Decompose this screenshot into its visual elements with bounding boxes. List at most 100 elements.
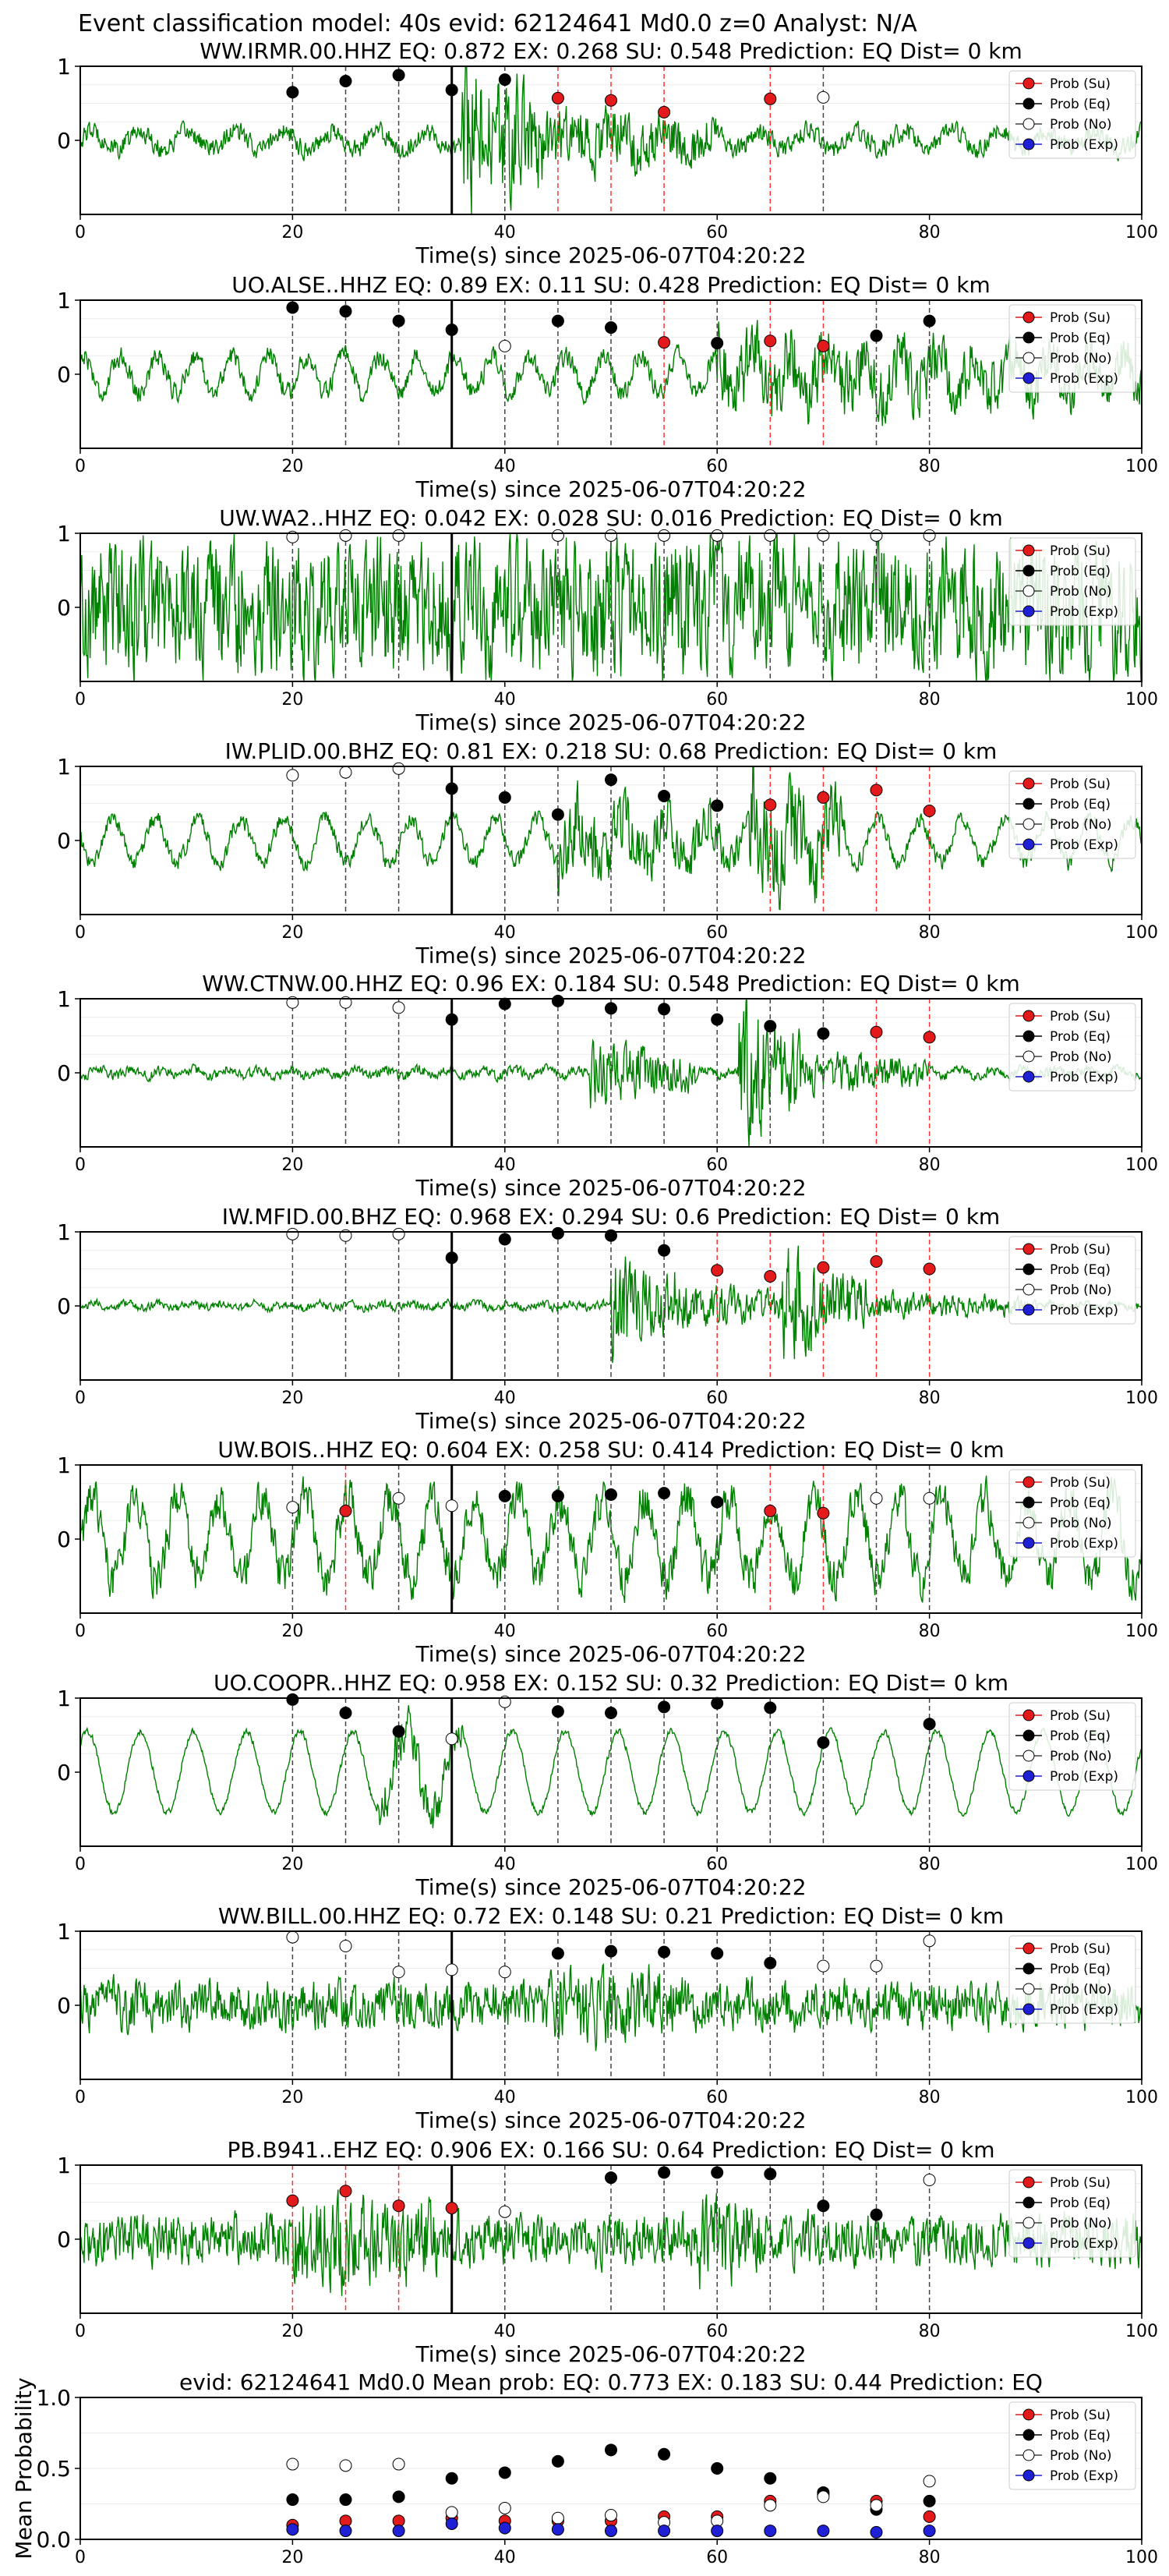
x-tick-label: 0 (75, 1855, 86, 1874)
x-axis-label: Time(s) since 2025-06-07T04:20:22 (415, 242, 806, 268)
legend-marker-eq (1022, 564, 1035, 577)
legend-marker-su (1022, 777, 1035, 790)
x-tick-label: 0 (75, 223, 86, 242)
prob-marker-eq (711, 1495, 724, 1509)
x-tick-label: 20 (281, 1155, 303, 1175)
legend-box (1008, 2169, 1136, 2258)
x-tick-label: 60 (706, 2548, 728, 2567)
mean-prob-marker-no (392, 2457, 405, 2471)
legend-label: Prob (Su) (1050, 2175, 1111, 2191)
prob-marker-eq (817, 1027, 830, 1040)
legend-marker-exp (1022, 838, 1035, 851)
mean-prob-marker-exp (658, 2525, 671, 2538)
legend-label: Prob (Eq) (1050, 1962, 1111, 1977)
mean-prob-marker-exp (286, 2523, 299, 2536)
mean-prob-marker-exp (339, 2525, 352, 2538)
legend-marker-eq (1022, 2196, 1035, 2209)
legend-label: Prob (Exp) (1050, 371, 1118, 387)
legend-label: Prob (Su) (1050, 1009, 1111, 1024)
prob-marker-eq (445, 1251, 458, 1265)
legend-box (1008, 1469, 1136, 1558)
legend-label: Prob (Exp) (1050, 1536, 1118, 1552)
prob-marker-eq (658, 1003, 671, 1016)
prob-marker-su (445, 2202, 458, 2215)
x-tick-label: 20 (281, 223, 303, 242)
legend-marker-exp (1022, 2003, 1035, 2015)
legend-label: Prob (No) (1050, 584, 1112, 600)
x-tick-label: 80 (919, 1389, 941, 1408)
x-tick-label: 60 (706, 1855, 728, 1874)
mean-prob-marker-su (923, 2510, 936, 2523)
x-axis-label: Time(s) since 2025-06-07T04:20:22 (415, 1641, 806, 1667)
legend-label: Prob (Su) (1050, 2408, 1111, 2423)
legend: Prob (Su) Prob (Eq) Prob (No) Prob (Exp) (1008, 537, 1136, 626)
mean-prob-marker-eq (605, 2443, 617, 2457)
prob-marker-eq (445, 1013, 458, 1026)
panel-8: UO.COOPR..HHZ EQ: 0.958 EX: 0.152 SU: 0.… (57, 1670, 1158, 1900)
legend-label: Prob (Su) (1050, 310, 1111, 326)
x-tick-label: 60 (706, 457, 728, 476)
x-axis-label: Time(s) since 2025-06-07T04:20:22 (415, 1874, 806, 1900)
legend-label: Prob (No) (1050, 2216, 1112, 2231)
prob-marker-eq (392, 1725, 405, 1738)
mean-prob-marker-eq (339, 2493, 352, 2507)
legend: Prob (Su) Prob (Eq) Prob (No) Prob (Exp) (1008, 2169, 1136, 2258)
mean-prob-marker-exp (392, 2525, 405, 2538)
panel-title: UW.WA2..HHZ EQ: 0.042 EX: 0.028 SU: 0.01… (219, 505, 1003, 531)
y-tick-label: 1 (57, 2153, 71, 2178)
prob-marker-no (392, 762, 405, 775)
legend-marker-no (1022, 585, 1035, 597)
mean-prob-marker-exp (817, 2525, 830, 2538)
x-tick-label: 60 (706, 1389, 728, 1408)
prob-marker-no (498, 339, 511, 352)
prob-marker-eq (711, 1013, 724, 1026)
mean-prob-marker-eq (445, 2472, 458, 2485)
x-tick-label: 100 (1125, 1622, 1158, 1641)
x-tick-label: 80 (919, 1622, 941, 1641)
x-axis-label: Time(s) since 2025-06-07T04:20:22 (415, 1408, 806, 1434)
legend-label: Prob (Su) (1050, 543, 1111, 559)
mean-prob-marker-no (551, 2511, 564, 2525)
x-tick-label: 60 (706, 2088, 728, 2107)
x-tick-label: 100 (1125, 1855, 1158, 1874)
legend-label: Prob (Exp) (1050, 137, 1118, 153)
prob-marker-su (658, 336, 671, 349)
x-axis-label: Time(s) since 2025-06-07T04:20:22 (415, 2341, 806, 2367)
x-axis-label: Time(s) since 2025-06-07T04:20:22 (415, 709, 806, 735)
waveform-trace (80, 999, 1142, 1147)
mean-prob-marker-no (923, 2475, 936, 2488)
x-tick-label: 0 (75, 2548, 86, 2567)
legend-box (1008, 304, 1136, 393)
prob-marker-su (923, 1262, 936, 1276)
prob-marker-no (339, 1940, 352, 1952)
mean-prob-marker-no (286, 2457, 299, 2471)
x-tick-label: 80 (919, 2322, 941, 2341)
panels: WW.IRMR.00.HHZ EQ: 0.872 EX: 0.268 SU: 0… (11, 38, 1158, 2567)
prob-marker-eq (339, 1707, 352, 1719)
prob-marker-su (764, 1504, 777, 1517)
prob-marker-no (764, 529, 777, 542)
prob-marker-no (817, 529, 830, 542)
prob-marker-no (923, 2174, 936, 2186)
x-tick-label: 20 (281, 2548, 303, 2567)
legend: Prob (Su) Prob (Eq) Prob (No) Prob (Exp) (1008, 1003, 1136, 1092)
legend-marker-exp (1022, 1770, 1035, 1782)
panel-9: WW.BILL.00.HHZ EQ: 0.72 EX: 0.148 SU: 0.… (57, 1903, 1158, 2133)
legend-label: Prob (No) (1050, 351, 1112, 366)
y-tick-label: 0.0 (36, 2527, 71, 2553)
prob-marker-su (764, 1270, 777, 1283)
legend-marker-no (1022, 1283, 1035, 1296)
x-tick-label: 100 (1125, 223, 1158, 242)
legend-marker-exp (1022, 1537, 1035, 1549)
panel-title: WW.CTNW.00.HHZ EQ: 0.96 EX: 0.184 SU: 0.… (202, 971, 1020, 996)
prob-marker-eq (658, 1487, 671, 1500)
x-tick-label: 60 (706, 1622, 728, 1641)
prob-marker-no (923, 529, 936, 542)
x-tick-label: 80 (919, 1155, 941, 1175)
legend-box (1008, 1935, 1136, 2024)
legend-marker-eq (1022, 1962, 1035, 1975)
x-tick-label: 80 (919, 2088, 941, 2107)
legend-marker-eq (1022, 331, 1035, 344)
prob-marker-eq (551, 1489, 564, 1502)
